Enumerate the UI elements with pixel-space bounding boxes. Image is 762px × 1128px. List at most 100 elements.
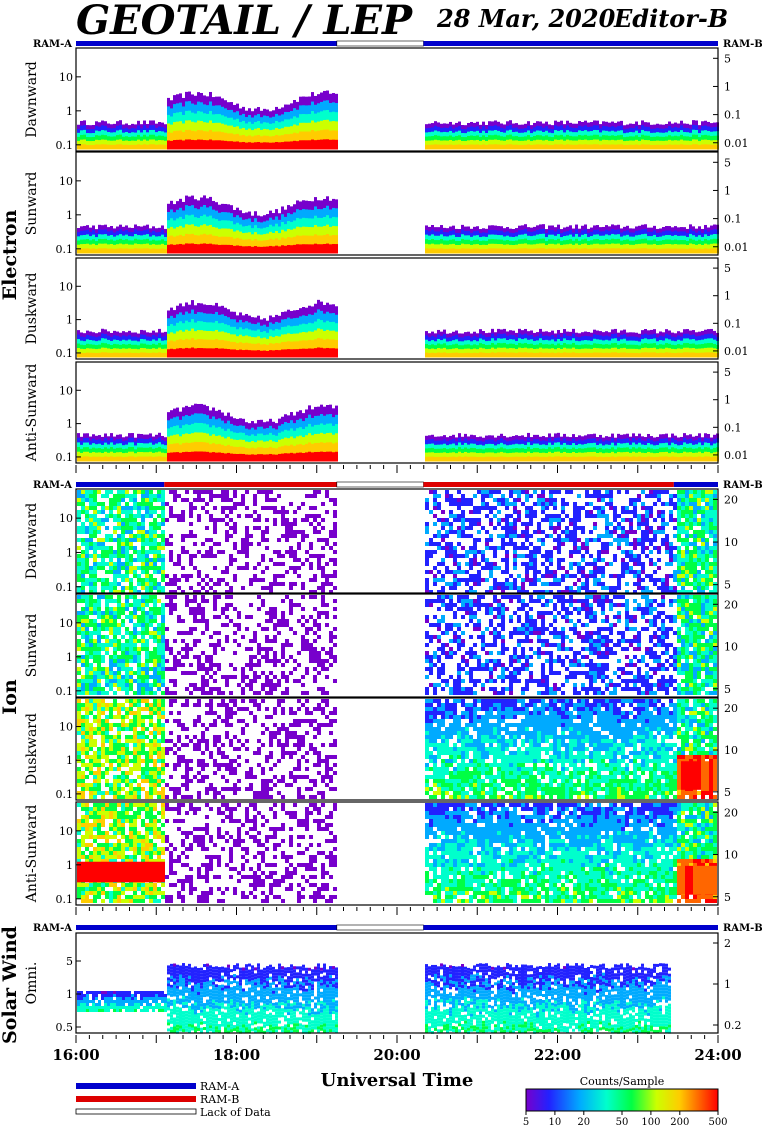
electron-spectrum-cell xyxy=(551,335,554,340)
electron-spectrum-cell xyxy=(686,236,689,242)
electron-spectrum-cell xyxy=(713,229,716,235)
electron-spectrum-cell xyxy=(521,229,524,236)
ion-spectrum-cell xyxy=(81,542,85,546)
ion-spectrum-cell xyxy=(101,586,105,590)
electron-spectrum-cell xyxy=(653,124,656,130)
electron-spectrum-cell xyxy=(275,141,278,150)
electron-spectrum-cell xyxy=(509,444,512,450)
electron-spectrum-cell xyxy=(224,236,227,246)
electron-spectrum-cell xyxy=(440,444,443,450)
electron-spectrum-cell xyxy=(662,443,665,449)
ion-spectrum-cell xyxy=(117,494,121,498)
electron-spectrum-cell xyxy=(131,340,134,346)
electron-spectrum-cell xyxy=(647,126,650,132)
electron-spectrum-cell xyxy=(599,456,602,462)
electron-spectrum-cell xyxy=(560,144,563,150)
electron-spectrum-cell xyxy=(527,437,530,443)
electron-spectrum-cell xyxy=(488,448,491,453)
electron-spectrum-cell xyxy=(503,240,506,246)
right-tick-label: 1 xyxy=(724,80,731,93)
electron-spectrum-cell xyxy=(527,135,530,141)
electron-spectrum-cell xyxy=(116,135,119,141)
electron-spectrum-cell xyxy=(98,435,101,440)
electron-spectrum-cell xyxy=(647,352,650,358)
electron-spectrum-cell xyxy=(248,329,251,337)
ion-spectrum-cell xyxy=(125,566,129,570)
electron-spectrum-cell xyxy=(656,136,659,142)
electron-spectrum-cell xyxy=(296,200,299,210)
electron-spectrum-cell xyxy=(509,334,512,340)
ion-spectrum-cell xyxy=(117,562,121,566)
electron-spectrum-cell xyxy=(191,423,194,434)
electron-spectrum-cell xyxy=(98,348,101,354)
electron-spectrum-cell xyxy=(332,93,335,103)
electron-spectrum-cell xyxy=(152,235,155,241)
electron-spectrum-cell xyxy=(692,235,695,241)
electron-spectrum-cell xyxy=(263,227,266,235)
electron-spectrum-cell xyxy=(515,123,518,128)
electron-spectrum-cell xyxy=(626,456,629,462)
electron-spectrum-cell xyxy=(608,352,611,358)
electron-spectrum-cell xyxy=(293,204,296,213)
electron-spectrum-cell xyxy=(92,344,95,350)
electron-spectrum-cell xyxy=(242,120,245,129)
electron-spectrum-cell xyxy=(704,451,707,457)
electron-spectrum-cell xyxy=(302,315,305,325)
electron-spectrum-cell xyxy=(638,438,641,444)
electron-spectrum-cell xyxy=(251,441,254,449)
electron-spectrum-cell xyxy=(335,244,338,254)
electron-spectrum-cell xyxy=(614,328,617,335)
electron-spectrum-cell xyxy=(710,457,713,462)
electron-spectrum-cell xyxy=(428,353,431,358)
electron-spectrum-cell xyxy=(704,134,707,141)
electron-spectrum-cell xyxy=(308,331,311,341)
electron-spectrum-cell xyxy=(587,248,590,254)
electron-spectrum-cell xyxy=(434,235,437,241)
electron-spectrum-cell xyxy=(488,439,491,445)
electron-spectrum-cell xyxy=(506,231,509,237)
electron-spectrum-cell xyxy=(206,313,209,323)
electron-spectrum-cell xyxy=(518,132,521,138)
electron-spectrum-cell xyxy=(524,238,527,244)
electron-spectrum-cell xyxy=(626,344,629,350)
electron-spectrum-cell xyxy=(164,449,167,454)
electron-spectrum-cell xyxy=(479,338,482,344)
electron-spectrum-cell xyxy=(296,333,299,342)
ion-spectrum-cell xyxy=(141,550,145,554)
electron-spectrum-cell xyxy=(470,439,473,445)
electron-spectrum-cell xyxy=(602,437,605,442)
electron-spectrum-cell xyxy=(227,220,230,230)
electron-spectrum-cell xyxy=(566,448,569,454)
electron-spectrum-cell xyxy=(224,415,227,424)
electron-spectrum-cell xyxy=(704,139,707,145)
electron-spectrum-cell xyxy=(110,144,113,150)
electron-spectrum-cell xyxy=(467,144,470,150)
electron-spectrum-cell xyxy=(122,449,125,454)
electron-spectrum-cell xyxy=(89,335,92,341)
electron-spectrum-cell xyxy=(194,235,197,245)
electron-spectrum-cell xyxy=(710,328,713,335)
electron-spectrum-cell xyxy=(125,132,128,137)
electron-spectrum-cell xyxy=(461,349,464,354)
electron-spectrum-cell xyxy=(656,232,659,238)
ion-spectrum-cell xyxy=(93,542,97,546)
left-tick-label: 0.1 xyxy=(56,347,74,360)
electron-spectrum-cell xyxy=(320,301,323,312)
electron-spectrum-cell xyxy=(260,222,263,230)
electron-spectrum-cell xyxy=(149,433,152,439)
electron-spectrum-cell xyxy=(236,336,239,344)
electron-spectrum-cell xyxy=(641,248,644,254)
electron-spectrum-cell xyxy=(488,125,491,131)
electron-spectrum-cell xyxy=(587,434,590,440)
electron-spectrum-cell xyxy=(167,140,170,150)
electron-spectrum-cell xyxy=(287,333,290,342)
electron-spectrum-cell xyxy=(320,404,323,415)
electron-spectrum-cell xyxy=(539,328,542,335)
electron-spectrum-cell xyxy=(323,339,326,349)
ion-spectrum-cell xyxy=(113,498,117,502)
electron-spectrum-cell xyxy=(200,348,203,358)
electron-spectrum-cell xyxy=(230,213,233,222)
electron-spectrum-cell xyxy=(308,339,311,349)
electron-spectrum-cell xyxy=(626,442,629,448)
electron-spectrum-cell xyxy=(167,106,170,116)
